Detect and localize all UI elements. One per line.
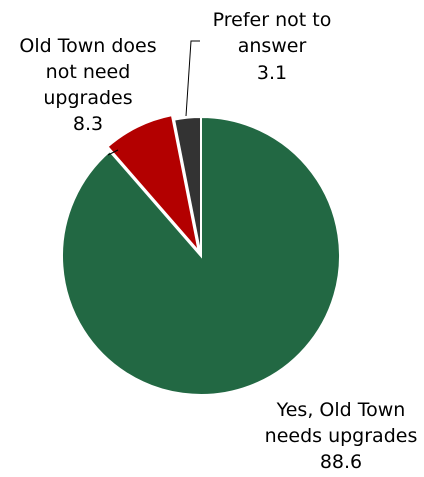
slice-value-label: 88.6 <box>320 451 362 473</box>
slice-label-line: upgrades <box>43 87 132 109</box>
slice-label-line: needs upgrades <box>265 425 418 447</box>
pie-slice-2 <box>106 113 201 255</box>
slice-label-line: not need <box>46 61 131 83</box>
slice-value-label: 8.3 <box>73 113 103 135</box>
slice-label-line: Yes, Old Town <box>276 399 406 421</box>
slice-label-1: Yes, Old Town needs upgrades 88.6 <box>265 399 418 473</box>
leader-line-slice-3 <box>185 40 200 117</box>
slice-label-3: Prefer not to answer 3.1 <box>213 9 332 84</box>
leaders-layer <box>107 40 200 156</box>
pie-slice-1 <box>61 115 341 396</box>
pie-slice-3 <box>172 115 202 257</box>
slices-layer <box>61 113 341 396</box>
labels-layer: Yes, Old Town needs upgrades 88.6 Old Town … <box>19 9 417 473</box>
leader-line-slice-2 <box>107 149 119 156</box>
slice-value-label: 3.1 <box>257 62 287 84</box>
slice-label-line: answer <box>238 35 307 57</box>
slice-label-line: Prefer not to <box>213 9 332 31</box>
slice-label-line: Old Town does <box>19 35 156 57</box>
slice-label-2: Old Town does not need upgrades 8.3 <box>19 35 156 135</box>
